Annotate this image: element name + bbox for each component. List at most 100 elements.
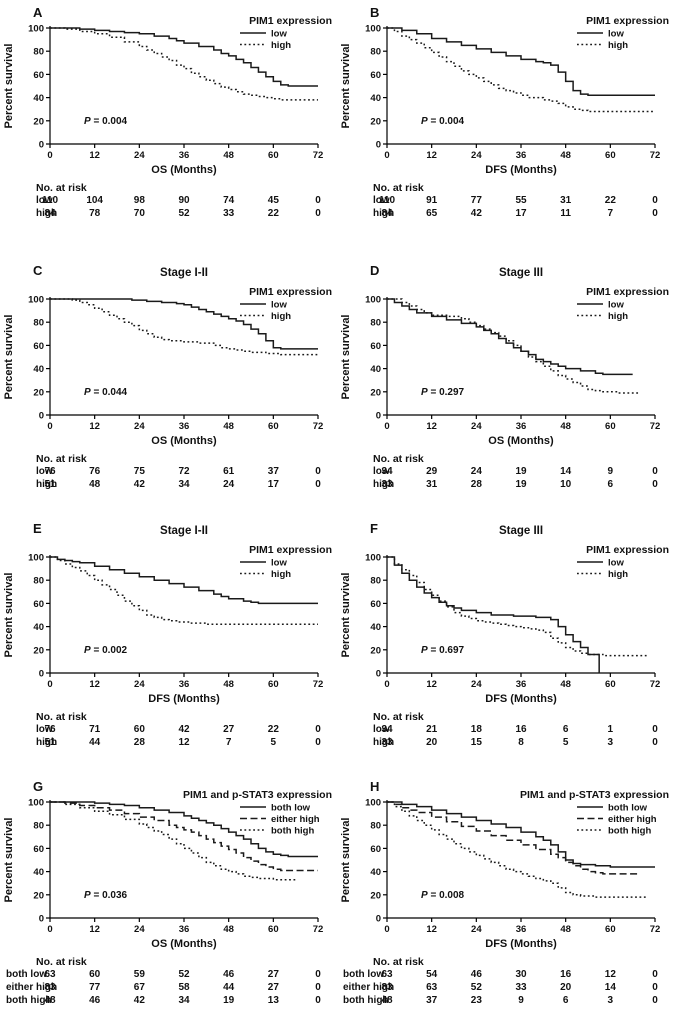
p-value: P = 0.008 bbox=[421, 890, 465, 901]
risk-row: high 84 78 70 52 33 22 0 bbox=[0, 208, 337, 221]
risk-count: 10 bbox=[560, 479, 572, 490]
risk-count: 37 bbox=[267, 466, 279, 477]
km-panel: B 0 20 40 60 80 100 0 12 24 36 48 60 72 Percent survi… bbox=[337, 0, 674, 258]
x-tick-label: 12 bbox=[89, 421, 100, 432]
y-tick-label: 100 bbox=[28, 295, 44, 306]
risk-count: 34 bbox=[381, 466, 393, 477]
risk-count: 51 bbox=[44, 479, 56, 490]
risk-count: 63 bbox=[426, 982, 438, 993]
x-tick-label: 48 bbox=[223, 150, 234, 161]
risk-count: 34 bbox=[178, 995, 190, 1006]
risk-count: 9 bbox=[607, 466, 614, 477]
x-tick-label: 72 bbox=[650, 924, 661, 935]
x-tick-label: 0 bbox=[47, 679, 52, 690]
risk-row-label: low bbox=[36, 195, 53, 206]
p-value: P = 0.002 bbox=[84, 645, 128, 656]
survival-curve-low bbox=[50, 556, 318, 605]
km-panel: G 0 20 40 60 80 100 0 12 24 36 48 60 72 Percent survi… bbox=[0, 774, 337, 1032]
risk-count: 75 bbox=[133, 466, 145, 477]
y-tick-label: 40 bbox=[370, 867, 381, 878]
panel-letter: A bbox=[33, 5, 43, 20]
risk-table-title: No. at risk bbox=[36, 711, 87, 723]
risk-row-label: high bbox=[36, 737, 58, 748]
x-tick-label: 0 bbox=[47, 924, 52, 935]
risk-table: No. at risk low 76 76 75 72 61 37 0 high 51 48 42 34… bbox=[0, 453, 337, 492]
x-axis-label: DFS (Months) bbox=[485, 164, 557, 176]
risk-count: 110 bbox=[378, 195, 396, 206]
survival-curve-either-high bbox=[387, 801, 641, 875]
survival-plot: 0 20 40 60 80 100 0 12 24 36 48 60 72 Percent surviva… bbox=[340, 544, 669, 705]
stage-title: Stage III bbox=[498, 267, 544, 279]
y-tick-label: 60 bbox=[33, 70, 44, 81]
x-axis-label: DFS (Months) bbox=[485, 938, 557, 950]
risk-count: 71 bbox=[89, 724, 101, 735]
x-tick-label: 36 bbox=[179, 679, 190, 690]
y-tick-label: 20 bbox=[33, 387, 44, 398]
risk-table: No. at risk both low 63 54 46 30 16 12 0 either … bbox=[337, 956, 674, 1008]
risk-count: 104 bbox=[86, 195, 103, 206]
x-tick-label: 60 bbox=[605, 924, 616, 935]
y-tick-label: 100 bbox=[365, 295, 381, 306]
legend-title: PIM1 expression bbox=[586, 15, 669, 27]
risk-count: 77 bbox=[89, 982, 101, 993]
survival-curve-low bbox=[387, 298, 633, 376]
risk-table: No. at risk both low 63 60 59 52 46 27 0 either … bbox=[0, 956, 337, 1008]
risk-row-label: low bbox=[373, 724, 390, 735]
risk-count: 45 bbox=[267, 195, 279, 206]
x-tick-label: 60 bbox=[605, 150, 616, 161]
risk-table-title: No. at risk bbox=[36, 182, 87, 194]
x-tick-label: 36 bbox=[179, 924, 190, 935]
risk-row: high 51 48 42 34 24 17 0 bbox=[0, 479, 337, 492]
x-tick-label: 72 bbox=[313, 150, 324, 161]
x-axis-label: OS (Months) bbox=[151, 938, 217, 950]
survival-curve-both-high bbox=[50, 801, 296, 881]
x-tick-label: 24 bbox=[471, 150, 482, 161]
x-tick-label: 60 bbox=[268, 924, 279, 935]
risk-count: 0 bbox=[652, 195, 658, 206]
x-tick-label: 12 bbox=[89, 150, 100, 161]
risk-table-title: No. at risk bbox=[36, 956, 87, 968]
survival-curve-high bbox=[50, 27, 318, 101]
panel-letter: H bbox=[370, 779, 380, 794]
risk-count: 6 bbox=[607, 479, 614, 490]
p-value: P = 0.004 bbox=[84, 116, 128, 127]
risk-row-label: low bbox=[36, 466, 53, 477]
x-tick-label: 12 bbox=[426, 679, 437, 690]
y-tick-label: 0 bbox=[376, 411, 381, 422]
y-axis-label: Percent survival bbox=[3, 573, 15, 658]
y-tick-label: 100 bbox=[365, 553, 381, 564]
y-tick-label: 80 bbox=[370, 318, 381, 329]
legend-label: either high bbox=[608, 814, 657, 825]
x-tick-label: 48 bbox=[560, 679, 571, 690]
y-tick-label: 40 bbox=[33, 622, 44, 633]
risk-count: 76 bbox=[44, 466, 56, 477]
risk-count: 33 bbox=[223, 208, 235, 219]
y-tick-label: 40 bbox=[33, 93, 44, 104]
risk-row: either high 83 77 67 58 44 27 0 bbox=[0, 982, 337, 995]
risk-count: 0 bbox=[315, 195, 321, 206]
risk-count: 52 bbox=[178, 208, 190, 219]
risk-count: 70 bbox=[133, 208, 145, 219]
risk-count: 46 bbox=[89, 995, 101, 1006]
legend-title: PIM1 expression bbox=[586, 544, 669, 556]
survival-curve-low bbox=[50, 298, 318, 350]
risk-count: 31 bbox=[560, 195, 572, 206]
risk-count: 34 bbox=[381, 724, 393, 735]
risk-row-label: low bbox=[373, 466, 390, 477]
risk-count: 6 bbox=[562, 724, 569, 735]
risk-table-title: No. at risk bbox=[373, 182, 424, 194]
survival-plot: 0 20 40 60 80 100 0 12 24 36 48 60 72 Percent surviva… bbox=[3, 286, 332, 447]
risk-table: No. at risk low 76 71 60 42 27 22 0 high 51 44 28 12… bbox=[0, 711, 337, 750]
survival-curve-high bbox=[387, 556, 648, 657]
legend-label: high bbox=[608, 569, 628, 580]
y-tick-label: 100 bbox=[28, 24, 44, 35]
risk-count: 59 bbox=[133, 969, 145, 980]
km-panel: D Stage III 0 20 40 60 80 100 0 12 24 36 48 60 72 Per… bbox=[337, 258, 674, 516]
survival-curve-both-high bbox=[387, 801, 648, 898]
risk-count: 60 bbox=[133, 724, 145, 735]
risk-count: 0 bbox=[315, 737, 321, 748]
x-tick-label: 12 bbox=[89, 679, 100, 690]
legend-title: PIM1 expression bbox=[586, 286, 669, 298]
risk-row: either high 83 63 52 33 20 14 0 bbox=[337, 982, 674, 995]
risk-count: 0 bbox=[315, 724, 321, 735]
